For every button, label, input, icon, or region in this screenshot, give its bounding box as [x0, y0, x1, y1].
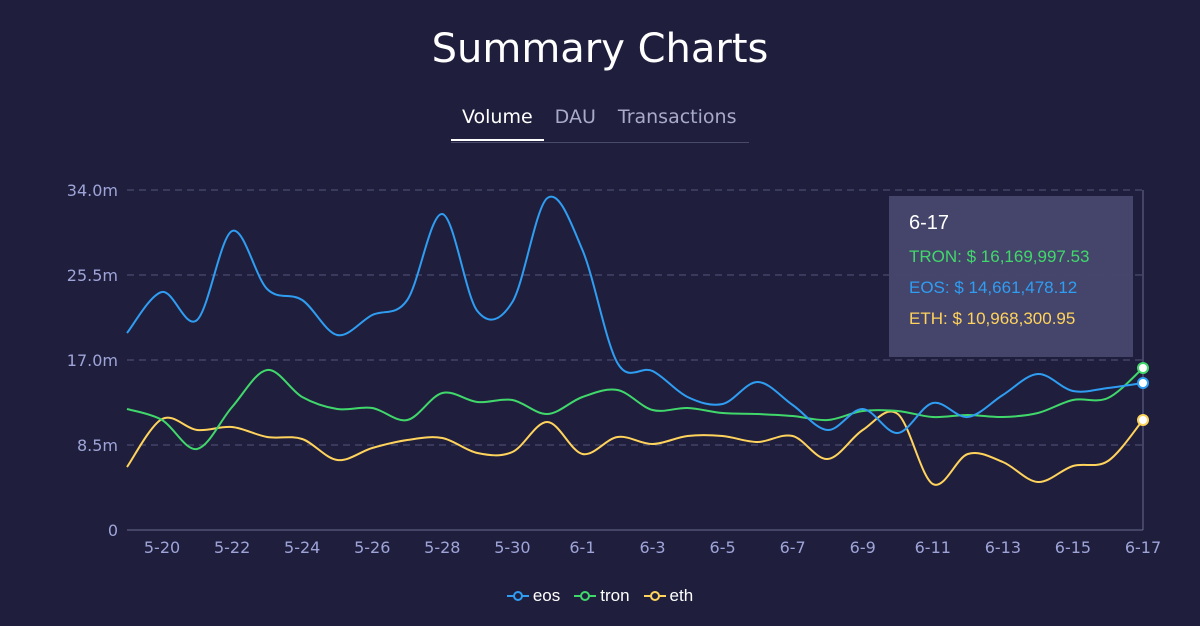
- tab-bar: Volume DAU Transactions: [451, 104, 749, 143]
- legend-item-eth[interactable]: eth: [643, 586, 694, 606]
- x-tick-label: 6-11: [915, 538, 951, 557]
- legend-label-eos: eos: [532, 586, 561, 605]
- legend-item-tron[interactable]: tron: [574, 586, 630, 606]
- legend-item-eos[interactable]: eos: [506, 586, 561, 606]
- x-tick-label: 5-28: [424, 538, 460, 557]
- x-tick-label: 5-22: [214, 538, 250, 557]
- eth-legend-icon: [643, 591, 666, 601]
- chart-tooltip: 6-17 TRON: $ 16,169,997.53 EOS: $ 14,661…: [889, 196, 1133, 357]
- x-tick-label: 6-13: [985, 538, 1021, 557]
- tooltip-date: 6-17: [909, 212, 950, 234]
- series-point-eth: [1137, 414, 1149, 426]
- y-tick-label: 8.5m: [77, 436, 118, 455]
- x-tick-label: 6-1: [569, 538, 595, 557]
- x-tick-label: 6-3: [639, 538, 665, 557]
- series-point-tron: [1137, 362, 1149, 374]
- x-tick-label: 5-26: [354, 538, 390, 557]
- tab-transactions[interactable]: Transactions: [617, 106, 737, 128]
- tooltip-eos-value: EOS: $ 14,661,478.12: [909, 278, 1078, 297]
- tab-dau[interactable]: DAU: [554, 106, 596, 128]
- y-tick-label: 34.0m: [67, 181, 118, 200]
- tooltip-tron-value: TRON: $ 16,169,997.53: [909, 247, 1090, 266]
- x-tick-label: 6-5: [710, 538, 736, 557]
- legend-marker-eth: [649, 591, 660, 601]
- eos-legend-icon: [506, 591, 529, 601]
- x-tick-label: 6-15: [1055, 538, 1091, 557]
- x-tick-label: 6-9: [850, 538, 876, 557]
- chart-legend: eos tron eth: [0, 586, 1200, 606]
- series-point-eos: [1137, 377, 1149, 389]
- legend-marker-tron: [580, 591, 591, 601]
- x-tick-label: 5-20: [144, 538, 180, 557]
- legend-label-eth: eth: [669, 586, 694, 605]
- x-tick-label: 6-7: [780, 538, 806, 557]
- y-tick-label: 17.0m: [67, 351, 118, 370]
- series-line-eos: [126, 195, 1144, 434]
- y-tick-label: 25.5m: [67, 266, 118, 285]
- series-line-tron: [126, 367, 1144, 451]
- legend-marker-eos: [512, 591, 523, 601]
- tooltip-eth-value: ETH: $ 10,968,300.95: [909, 309, 1076, 328]
- page-title: Summary Charts: [431, 26, 769, 72]
- series-line-eth: [126, 410, 1144, 486]
- x-tick-label: 6-17: [1125, 538, 1161, 557]
- legend-label-tron: tron: [600, 586, 630, 605]
- tab-volume[interactable]: Volume: [451, 104, 544, 141]
- x-tick-label: 5-24: [284, 538, 320, 557]
- x-tick-label: 5-30: [494, 538, 530, 557]
- tron-legend-icon: [574, 591, 597, 601]
- y-tick-label: 0: [108, 521, 118, 540]
